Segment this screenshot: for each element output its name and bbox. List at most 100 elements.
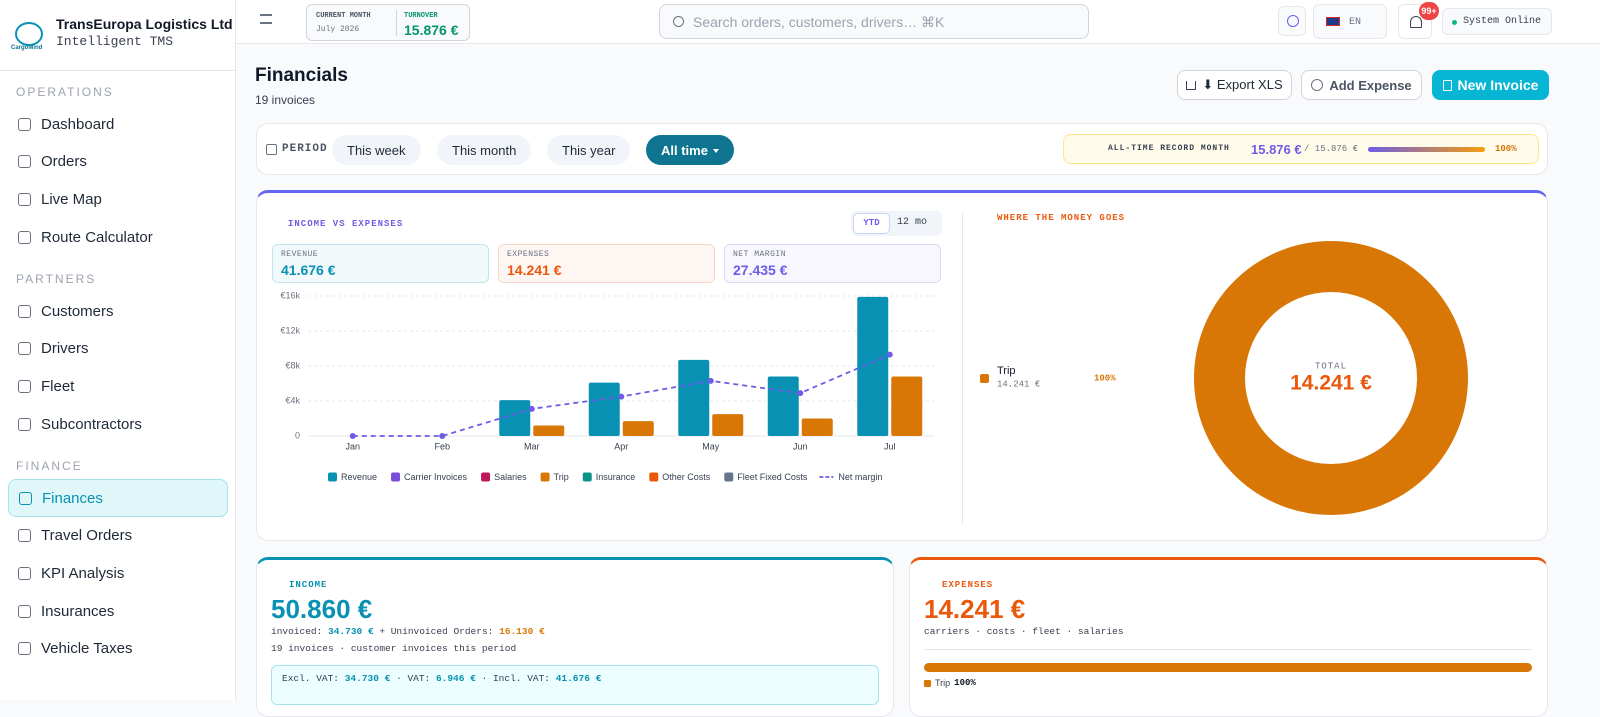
period-option[interactable]: This week [332,135,421,165]
calendar-icon [266,144,277,155]
expenses-card: EXPENSES 14.241 € carriers · costs · fle… [909,557,1548,717]
nav-label: Dashboard [41,115,115,133]
nav-icon [18,529,31,543]
label: + Uninvoiced Orders: [379,626,494,637]
nav-icon [18,417,31,431]
theme-toggle[interactable] [1278,6,1306,36]
period-option[interactable]: All time [646,135,734,165]
nav-item[interactable]: Dashboard [8,105,228,143]
kpi-label: NET MARGIN [733,250,787,259]
nav-item[interactable]: Live Map [8,180,228,218]
record-label: ALL-TIME RECORD MONTH [1108,144,1230,153]
new-invoice-button[interactable]: New Invoice [1432,70,1549,100]
nav-item[interactable]: Finances [8,479,228,517]
range-toggle: YTD 12 mo [851,211,942,236]
notifications-button[interactable]: 99+ [1398,2,1439,39]
nav-label: KPI Analysis [41,564,125,582]
nav-item[interactable]: Fleet [8,367,228,405]
breakdown-name: Trip [935,678,951,688]
toggle-12mo[interactable]: 12 mo [897,217,928,228]
label: VAT: [407,673,431,684]
turnover: 15.876 € [404,22,459,38]
search-box[interactable]: Search orders, customers, drivers… ⌘K [659,4,1089,39]
breakdown-row: Trip 100% [924,678,1532,688]
income-title: INCOME [289,580,328,590]
menu-button[interactable] [260,14,272,24]
export-button[interactable]: ⬇ Export XLS [1177,70,1292,100]
nav-item[interactable]: Customers [8,292,228,330]
nav-label: Orders [41,153,87,171]
section-title: FINANCE [16,459,83,473]
nav-item[interactable]: Subcontractors [8,405,228,443]
kpi-box: EXPENSES 14.241 € [498,244,715,283]
nav-label: Subcontractors [41,415,142,433]
section-title: PARTNERS [16,272,97,286]
record-badge: ALL-TIME RECORD MONTH 15.876 € / 15.876 … [1063,134,1539,164]
button-label: ⬇ Export XLS [1202,77,1283,92]
nav-item[interactable]: Travel Orders [8,517,228,555]
record-value: 15.876 € [1251,142,1302,157]
month: July 2026 [316,25,360,34]
divider [396,10,397,36]
kpi-value: 27.435 € [733,262,788,278]
toggle-ytd[interactable]: YTD [853,213,890,234]
breakdown-track [924,663,1532,672]
nav-label: Customers [41,302,114,320]
nav-icon [18,155,31,169]
nav-item[interactable]: Orders [8,143,228,181]
nav-icon [18,304,31,318]
sidebar: CargoMind TransEuropa Logistics Ltd Inte… [0,0,236,700]
kpi-label: EXPENSES [507,250,550,259]
chart-title: INCOME VS EXPENSES [288,219,404,229]
nav-item[interactable]: Insurances [8,592,228,630]
expenses-note: carriers · costs · fleet · salaries [924,626,1124,637]
language-select[interactable]: EN [1313,4,1387,39]
income-note: 19 invoices · customer invoices this per… [271,643,517,654]
record-bar [1368,147,1485,152]
caret [712,148,719,156]
nav-item[interactable]: Drivers [8,330,228,368]
nav-icon [18,642,31,656]
flag [1326,17,1340,26]
swatch [924,679,931,687]
period-option[interactable]: This year [547,135,631,165]
divider [924,649,1532,650]
label: invoiced: [271,626,323,637]
month-label: CURRENT MONTH [316,12,371,20]
nav-item[interactable]: KPI Analysis [8,554,228,592]
nav-label: Vehicle Taxes [41,640,133,658]
kpi-label: REVENUE [281,250,319,259]
button-label: Add Expense [1329,77,1412,93]
icon [1311,79,1324,91]
income-amount: 50.860 € [271,594,373,624]
expense-breakdown: Trip 100% [924,663,1532,688]
nav-icon [18,342,31,356]
period-option[interactable]: This month [437,135,532,165]
brand: CargoMind TransEuropa Logistics Ltd Inte… [0,0,236,71]
value: 41.676 € [555,673,602,684]
donut-title: WHERE THE MONEY GOES [997,213,1126,223]
nav-icon [18,604,31,618]
expenses-amount: 14.241 € [924,594,1026,624]
nav-item[interactable]: Route Calculator [8,218,228,256]
system-status: System Online [1442,8,1552,35]
status-text: System Online [1463,16,1542,27]
income-card: INCOME 50.860 € invoiced: 34.730 € + Uni… [256,557,894,717]
period-label: PERIOD [282,143,328,155]
nav-label: Fleet [41,377,75,395]
brand-name: TransEuropa Logistics Ltd [56,16,233,32]
search-icon [673,16,684,27]
record-max: / 15.876 € [1304,144,1359,154]
month-widget: CURRENT MONTH July 2026 TURNOVER 15.876 … [306,4,470,41]
icon [1442,79,1452,91]
add-expense-button[interactable]: Add Expense [1301,70,1422,100]
topbar: CURRENT MONTH July 2026 TURNOVER 15.876 … [236,0,1600,44]
button-label: New Invoice [1457,77,1539,93]
record-pct: 100% [1495,144,1517,154]
bell-icon [1410,16,1422,28]
nav-icon [18,566,31,580]
nav-icon [18,117,31,131]
kpi-value: 14.241 € [507,262,562,278]
kpi-box: REVENUE 41.676 € [272,244,489,283]
nav-item[interactable]: Vehicle Taxes [8,630,228,668]
